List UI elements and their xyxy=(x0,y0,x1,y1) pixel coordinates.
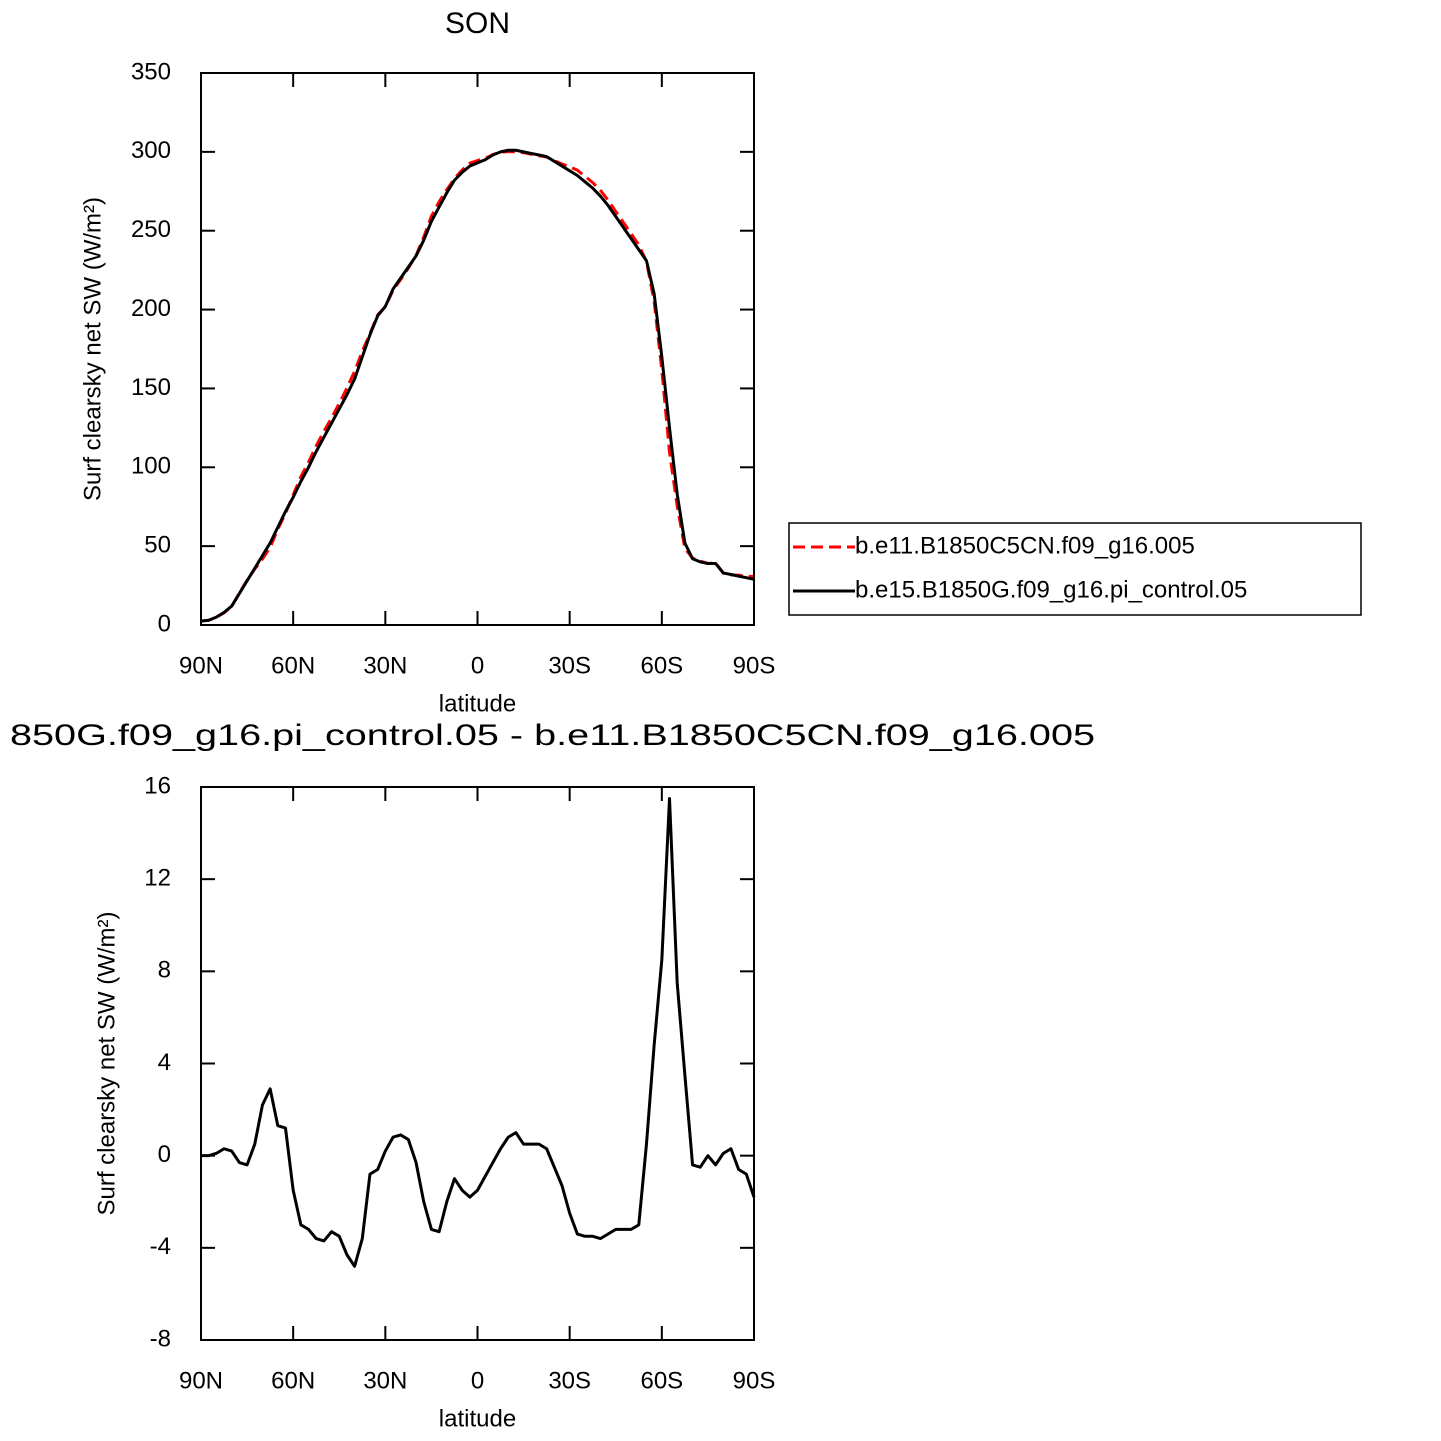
y-tick-label: 200 xyxy=(131,295,171,322)
data-line xyxy=(200,150,754,623)
data-line xyxy=(200,148,755,623)
x-tick-label: 60N xyxy=(271,652,315,679)
chart-title: 850G.f09_g16.pi_control.05 - b.e11.B1850… xyxy=(10,719,1095,752)
x-tick-label: 90N xyxy=(179,1367,223,1394)
x-tick-label: 60N xyxy=(271,1367,315,1394)
x-tick-label: 90N xyxy=(179,652,223,679)
y-tick-label: 300 xyxy=(131,137,171,164)
chart-title: SON xyxy=(445,7,510,40)
plot-frame xyxy=(200,72,755,626)
legend-label: b.e11.B1850C5CN.f09_g16.005 xyxy=(855,532,1195,559)
y-tick-label: 50 xyxy=(144,531,171,558)
x-tick-label: 30S xyxy=(548,1367,591,1394)
y-tick-label: -4 xyxy=(150,1233,171,1260)
y-axis-label: Surf clearsky net SW (W/m²) xyxy=(93,911,120,1215)
x-tick-label: 30N xyxy=(363,652,407,679)
x-tick-label: 90S xyxy=(733,1367,776,1394)
data-line xyxy=(201,797,756,1268)
y-tick-label: 8 xyxy=(158,957,171,984)
x-tick-label: 60S xyxy=(640,652,683,679)
x-tick-label: 60S xyxy=(640,1367,683,1394)
x-tick-label: 90S xyxy=(733,652,776,679)
y-tick-label: 0 xyxy=(158,610,171,637)
legend-box xyxy=(788,522,1362,616)
y-tick-label: 4 xyxy=(158,1049,171,1076)
x-tick-label: 30N xyxy=(363,1367,407,1394)
y-tick-label: 150 xyxy=(131,374,171,401)
x-axis-label: latitude xyxy=(439,1405,516,1432)
y-tick-label: 100 xyxy=(131,453,171,480)
y-tick-label: 350 xyxy=(131,58,171,85)
x-tick-label: 0 xyxy=(471,652,484,679)
x-tick-label: 30S xyxy=(548,652,591,679)
plot-frame xyxy=(200,786,755,1341)
legend-label: b.e15.B1850G.f09_g16.pi_control.05 xyxy=(855,576,1247,603)
y-tick-label: -8 xyxy=(150,1325,171,1352)
x-tick-label: 0 xyxy=(471,1367,484,1394)
y-tick-label: 16 xyxy=(144,772,171,799)
y-tick-label: 0 xyxy=(158,1141,171,1168)
y-axis-label: Surf clearsky net SW (W/m²) xyxy=(79,197,106,501)
x-axis-label: latitude xyxy=(439,690,516,717)
y-tick-label: 250 xyxy=(131,216,171,243)
y-tick-label: 12 xyxy=(144,865,171,892)
